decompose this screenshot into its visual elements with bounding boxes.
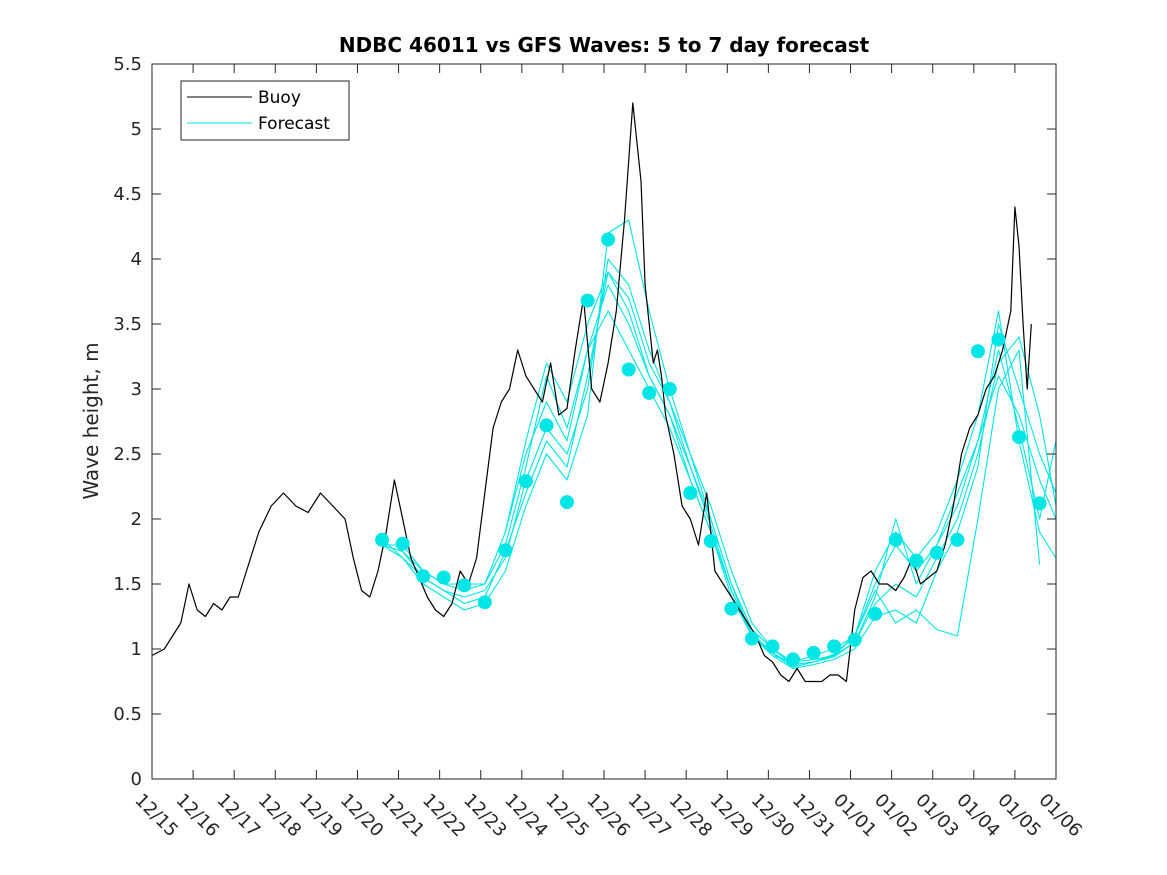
forecast-marker	[416, 569, 431, 584]
forecast-series-line	[381, 271, 1057, 668]
marker-layer	[375, 232, 1047, 667]
forecast-marker	[970, 344, 985, 359]
y-tick-label: 0.5	[113, 704, 142, 725]
forecast-marker	[929, 545, 944, 560]
forecast-marker	[724, 601, 739, 616]
y-tick-label: 1	[131, 639, 142, 660]
y-tick-label: 4	[131, 249, 142, 270]
legend-forecast-label: Forecast	[258, 114, 330, 134]
forecast-marker	[806, 645, 821, 660]
forecast-marker	[560, 495, 575, 510]
forecast-marker	[827, 639, 842, 654]
legend-box	[180, 80, 350, 141]
forecast-marker	[436, 570, 451, 585]
forecast-marker	[1032, 496, 1047, 511]
forecast-marker	[498, 543, 513, 558]
forecast-marker	[683, 486, 698, 500]
forecast-marker	[765, 639, 780, 654]
buoy-series-line	[151, 102, 1032, 683]
forecast-marker	[395, 536, 410, 551]
y-axis: 0 0.5 1 1.5 2 2.5 3 3.5 4 4.5 5 5.5	[113, 54, 1056, 790]
forecast-marker	[909, 553, 924, 568]
forecast-marker	[539, 418, 554, 433]
forecast-marker	[888, 532, 903, 547]
y-tick-label: 5	[131, 119, 142, 140]
plot-area	[152, 64, 1056, 779]
forecast-marker	[662, 382, 677, 396]
y-tick-label: 5.5	[113, 54, 142, 75]
legend: Buoy Forecast	[180, 80, 350, 141]
y-tick-label: 1.5	[113, 574, 142, 595]
y-tick-label: 3	[131, 379, 142, 400]
y-tick-label: 2	[131, 509, 142, 530]
forecast-marker	[950, 532, 965, 547]
forecast-marker	[375, 532, 390, 547]
chart-title: NDBC 46011 vs GFS Waves: 5 to 7 day fore…	[339, 33, 870, 57]
forecast-marker	[991, 332, 1006, 347]
forecast-marker	[457, 578, 472, 593]
forecast-series-line	[381, 219, 1057, 670]
y-tick-label: 2.5	[113, 444, 142, 465]
y-tick-label: 4.5	[113, 184, 142, 205]
forecast-marker	[477, 595, 492, 610]
y-axis-label: Wave height, m	[79, 342, 103, 499]
forecast-marker	[642, 385, 657, 400]
y-tick-label: 0	[131, 769, 142, 790]
forecast-marker	[1012, 430, 1027, 445]
forecast-marker	[621, 362, 636, 377]
forecast-marker	[518, 474, 533, 489]
forecast-marker	[786, 652, 801, 667]
forecast-marker	[847, 632, 862, 647]
forecast-marker	[703, 534, 718, 549]
forecast-marker	[601, 232, 616, 247]
legend-buoy-label: Buoy	[258, 88, 301, 108]
forecast-marker	[744, 631, 759, 646]
forecast-marker	[868, 606, 883, 621]
forecast-marker	[580, 293, 595, 308]
forecast-series-line	[382, 310, 1057, 663]
y-tick-label: 3.5	[113, 314, 142, 335]
